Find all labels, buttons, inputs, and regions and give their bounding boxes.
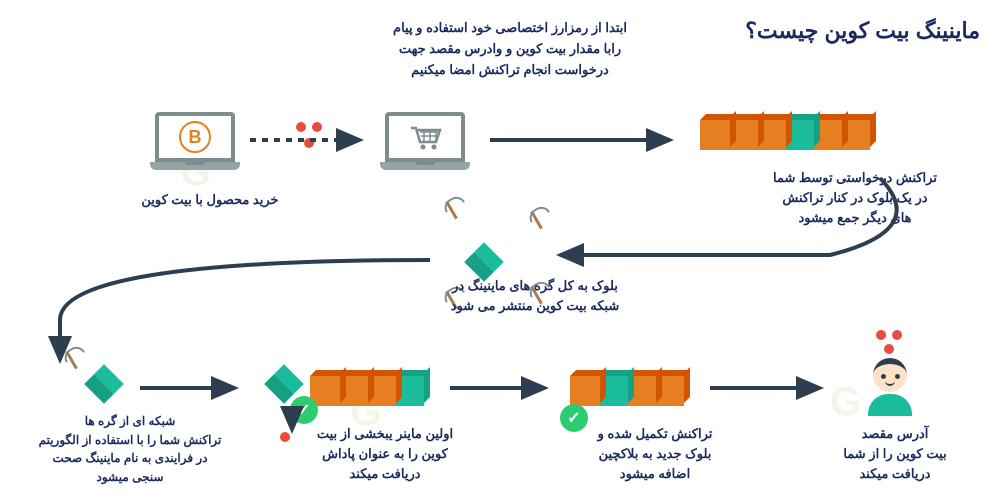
svg-text:B: B — [189, 127, 202, 147]
caption-receiver: آدرس مقصدبیت کوین را از شمادریافت میکند — [810, 424, 980, 484]
page-title: ماینینگ بیت کوین چیست؟ — [745, 18, 980, 44]
blockchain-reward — [310, 376, 422, 406]
caption-nodes: شبکه ای از گره هاتراکنش شما را با استفاد… — [10, 412, 250, 486]
pickaxe-icon-2 — [525, 210, 549, 234]
caption-reward: اولین ماینر یبخشی از بیتکوین را به عنوان… — [280, 424, 490, 484]
laptop-cart — [380, 112, 470, 177]
check-icon-reward: ✓ — [290, 396, 318, 424]
coin-dots-person — [872, 330, 912, 360]
coin-dots-mid — [290, 122, 330, 162]
laptop-bitcoin: B — [150, 112, 240, 177]
blockchain-added — [570, 376, 682, 406]
caption-added: تراکنش تکمیل شده وبلوک جدید به بلاکچیناض… — [555, 424, 755, 484]
blockchain-top — [700, 120, 868, 150]
step1-description: ابتدا از رمزارز اختصاصی خود استفاده و پی… — [355, 18, 665, 80]
caption-laptop1: خرید محصول با بیت کوین — [100, 190, 320, 210]
caption-chain1: تراکنش درخواستی توسط شمادر یک بلوک در کن… — [740, 168, 970, 228]
recipient-person — [860, 358, 920, 416]
node-cube-1 — [84, 364, 124, 404]
pickaxe-icon-1 — [440, 200, 464, 224]
caption-broadcast: بلوک به کل گره های ماینینگ درشبکه بیت کو… — [410, 276, 660, 316]
pickaxe-icon-bl — [60, 350, 84, 374]
